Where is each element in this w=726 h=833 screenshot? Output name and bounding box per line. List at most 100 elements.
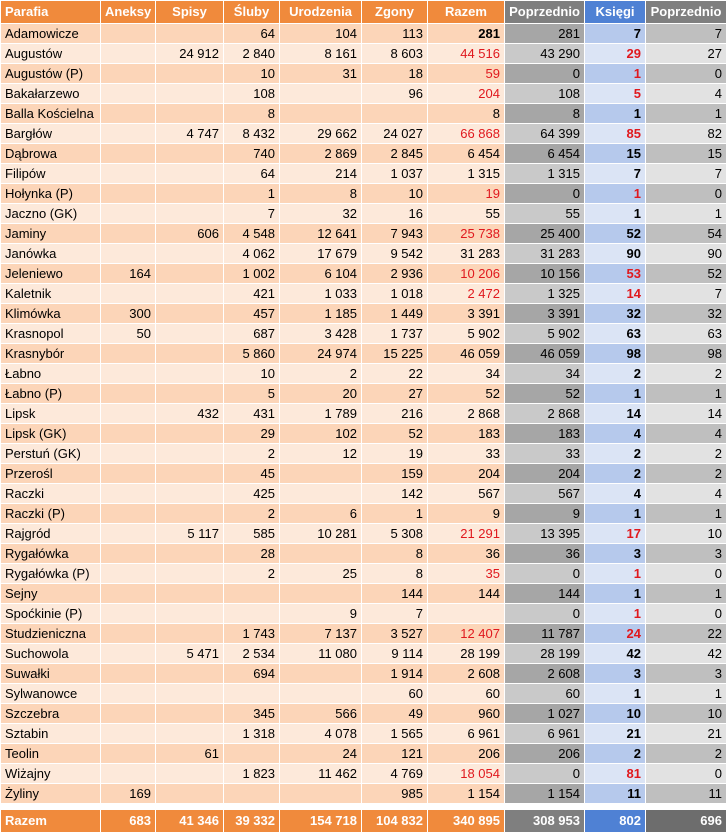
cell-spisy xyxy=(156,724,224,744)
cell-ksiegi: 90 xyxy=(585,244,646,264)
cell-razem: 35 xyxy=(428,564,505,584)
col-header-urodzenia[interactable]: Urodzenia xyxy=(280,1,362,24)
cell-urodzenia: 2 869 xyxy=(280,144,362,164)
cell-sluby: 5 xyxy=(224,384,280,404)
totals-row: Razem 683 41 346 39 332 154 718 104 832 … xyxy=(1,810,726,833)
cell-aneksy xyxy=(101,124,156,144)
col-header-razem[interactable]: Razem xyxy=(428,1,505,24)
cell-ksiegi: 2 xyxy=(585,444,646,464)
cell-parafia: Krasnopol xyxy=(1,324,101,344)
cell-poprzednio: 1 315 xyxy=(505,164,585,184)
col-header-parafia[interactable]: Parafia xyxy=(1,1,101,24)
cell-poprzednio: 1 325 xyxy=(505,284,585,304)
cell-spisy xyxy=(156,304,224,324)
cell-poprzednio: 3 391 xyxy=(505,304,585,324)
cell-parafia: Rygałówka xyxy=(1,544,101,564)
cell-ksiegi: 63 xyxy=(585,324,646,344)
cell-parafia: Sylwanowce xyxy=(1,684,101,704)
cell-sluby: 1 743 xyxy=(224,624,280,644)
cell-poprzednio-ksiegi: 1 xyxy=(646,504,726,524)
cell-urodzenia: 8 161 xyxy=(280,44,362,64)
cell-parafia: Janówka xyxy=(1,244,101,264)
cell-poprzednio: 52 xyxy=(505,384,585,404)
cell-zgony: 8 xyxy=(362,544,428,564)
cell-aneksy xyxy=(101,24,156,44)
cell-parafia: Augustów xyxy=(1,44,101,64)
cell-sluby: 45 xyxy=(224,464,280,484)
cell-aneksy xyxy=(101,624,156,644)
cell-spisy xyxy=(156,24,224,44)
cell-parafia: Raczki xyxy=(1,484,101,504)
cell-poprzednio-ksiegi: 4 xyxy=(646,484,726,504)
col-header-poprzednio[interactable]: Poprzednio xyxy=(505,1,585,24)
cell-urodzenia: 24 974 xyxy=(280,344,362,364)
cell-sluby xyxy=(224,744,280,764)
cell-aneksy xyxy=(101,164,156,184)
cell-razem: 567 xyxy=(428,484,505,504)
cell-poprzednio-ksiegi: 4 xyxy=(646,84,726,104)
cell-zgony: 1 xyxy=(362,504,428,524)
cell-spisy xyxy=(156,784,224,804)
cell-sluby: 1 xyxy=(224,184,280,204)
col-header-sluby[interactable]: Śluby xyxy=(224,1,280,24)
cell-aneksy xyxy=(101,364,156,384)
cell-aneksy xyxy=(101,424,156,444)
cell-urodzenia: 12 641 xyxy=(280,224,362,244)
cell-urodzenia xyxy=(280,464,362,484)
cell-razem: 2 868 xyxy=(428,404,505,424)
cell-razem: 1 154 xyxy=(428,784,505,804)
cell-aneksy xyxy=(101,84,156,104)
cell-razem: 36 xyxy=(428,544,505,564)
cell-poprzednio: 64 399 xyxy=(505,124,585,144)
cell-zgony: 96 xyxy=(362,84,428,104)
cell-parafia: Szczebra xyxy=(1,704,101,724)
cell-parafia: Dąbrowa xyxy=(1,144,101,164)
col-header-aneksy[interactable]: Aneksy xyxy=(101,1,156,24)
col-header-spisy[interactable]: Spisy xyxy=(156,1,224,24)
cell-razem: 33 xyxy=(428,444,505,464)
cell-aneksy xyxy=(101,724,156,744)
cell-spisy xyxy=(156,484,224,504)
cell-parafia: Bargłów xyxy=(1,124,101,144)
cell-poprzednio: 46 059 xyxy=(505,344,585,364)
cell-zgony: 27 xyxy=(362,384,428,404)
cell-aneksy xyxy=(101,544,156,564)
cell-spisy xyxy=(156,384,224,404)
cell-poprzednio: 0 xyxy=(505,764,585,784)
cell-urodzenia: 104 xyxy=(280,24,362,44)
col-header-ksiegi[interactable]: Księgi xyxy=(585,1,646,24)
cell-spisy xyxy=(156,704,224,724)
cell-poprzednio: 31 283 xyxy=(505,244,585,264)
cell-sluby: 2 840 xyxy=(224,44,280,64)
cell-zgony: 5 308 xyxy=(362,524,428,544)
cell-aneksy xyxy=(101,104,156,124)
total-label: Razem xyxy=(1,810,101,833)
cell-zgony: 16 xyxy=(362,204,428,224)
cell-aneksy xyxy=(101,484,156,504)
cell-zgony: 9 542 xyxy=(362,244,428,264)
cell-aneksy xyxy=(101,244,156,264)
cell-razem xyxy=(428,604,505,624)
col-header-poprzednio-ksiegi[interactable]: Poprzednio xyxy=(646,1,726,24)
cell-ksiegi: 1 xyxy=(585,64,646,84)
cell-aneksy xyxy=(101,44,156,64)
cell-poprzednio-ksiegi: 0 xyxy=(646,764,726,784)
cell-poprzednio: 204 xyxy=(505,464,585,484)
cell-zgony: 10 xyxy=(362,184,428,204)
cell-poprzednio: 10 156 xyxy=(505,264,585,284)
total-razem: 340 895 xyxy=(428,810,505,833)
total-sluby: 39 332 xyxy=(224,810,280,833)
cell-sluby: 4 062 xyxy=(224,244,280,264)
cell-sluby: 8 432 xyxy=(224,124,280,144)
cell-aneksy xyxy=(101,64,156,84)
col-header-zgony[interactable]: Zgony xyxy=(362,1,428,24)
